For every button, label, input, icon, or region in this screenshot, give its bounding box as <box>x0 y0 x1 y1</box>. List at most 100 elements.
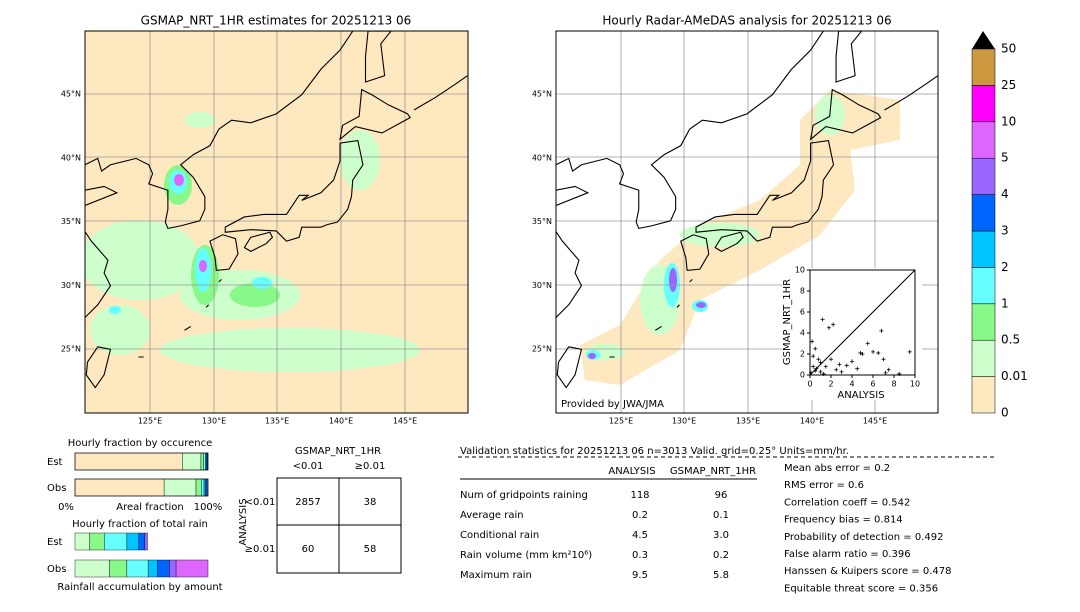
lon-label: 125°E <box>609 417 633 426</box>
point <box>829 357 833 362</box>
colorbar-label: 3 <box>1001 224 1009 238</box>
score: Probability of detection = 0.492 <box>784 532 943 543</box>
y-tick-label: 4 <box>800 329 805 338</box>
row-label: Conditional rain <box>460 530 539 541</box>
validation-header: Validation statistics for 20251213 06 n=… <box>460 446 849 457</box>
point <box>865 341 870 346</box>
bar-segment <box>89 532 105 551</box>
colorbar-label: 2 <box>1001 260 1009 274</box>
title: GSMAP_NRT_1HR estimates for 20251213 06 <box>141 14 412 28</box>
y-tick-label: 6 <box>800 308 805 317</box>
point <box>809 370 814 375</box>
point <box>886 367 891 372</box>
cell: 118 <box>630 490 649 501</box>
bar-segment <box>163 478 197 497</box>
cell: 0.1 <box>713 510 729 521</box>
y-axis-label: GSMAP_NRT_1HR <box>782 279 793 365</box>
map-frame <box>84 30 469 414</box>
row-title: ANALYSIS <box>238 498 249 545</box>
bar-segment <box>126 532 140 551</box>
cell: 4.5 <box>632 530 648 541</box>
colorbar-segment <box>971 230 996 268</box>
bar-segment <box>200 452 204 471</box>
lat-label: 25°N <box>61 345 81 354</box>
colorbar-segment <box>971 267 996 305</box>
colorbar-label: 1 <box>1001 296 1009 310</box>
map-frame <box>555 30 939 414</box>
credit: Provided by JWA/JMA <box>561 399 664 410</box>
table-title: GSMAP_NRT_1HR <box>295 446 381 457</box>
cell: 58 <box>364 544 377 555</box>
point <box>821 371 826 376</box>
lon-label: 135°E <box>265 417 289 426</box>
axis-label: 100% <box>194 502 223 513</box>
y-tick-label: 10 <box>795 266 805 275</box>
table-grid <box>276 477 402 574</box>
x-tick-label: 10 <box>910 380 920 389</box>
point <box>834 367 839 372</box>
y-tick-label: 0 <box>800 371 805 380</box>
chart-title: Hourly fraction of total rain <box>72 519 208 530</box>
bar-segment <box>182 452 202 471</box>
colorbar-segment <box>971 339 996 377</box>
point <box>876 350 881 355</box>
bar-segment <box>203 452 206 471</box>
col-header: ANALYSIS <box>608 466 655 477</box>
colorbar-segment <box>971 303 996 341</box>
colorbar-segment <box>971 48 996 86</box>
bar-segment <box>138 532 146 551</box>
colorbar-segment <box>971 376 996 414</box>
score: Mean abs error = 0.2 <box>784 463 890 474</box>
lon-label: 145°E <box>393 417 417 426</box>
cell: 5.8 <box>713 570 729 581</box>
point <box>883 370 888 375</box>
point <box>907 349 912 354</box>
point <box>855 366 860 371</box>
point <box>879 328 884 333</box>
lon-label: 140°E <box>800 417 824 426</box>
colorbar-segment <box>971 85 996 123</box>
score: Correlation coeff = 0.542 <box>784 497 910 508</box>
point <box>811 364 816 369</box>
axis-label: Areal fraction <box>116 502 183 513</box>
row-label: Obs <box>47 483 66 494</box>
col-header: GSMAP_NRT_1HR <box>670 466 756 477</box>
point <box>818 360 823 365</box>
x-axis-label: ANALYSIS <box>837 390 884 401</box>
score: RMS error = 0.6 <box>784 480 864 491</box>
colorbar-label: 50 <box>1001 42 1016 56</box>
chart-title: Hourly fraction by occurence <box>68 438 212 449</box>
row-label: Num of gridpoints raining <box>460 490 588 501</box>
cell: 0.2 <box>713 550 729 561</box>
col-header: ≥0.01 <box>355 461 386 472</box>
colorbar-segment <box>971 121 996 159</box>
row-label: Est <box>47 457 63 468</box>
lat-label: 35°N <box>61 217 81 226</box>
lon-label: 130°E <box>202 417 226 426</box>
colorbar-label: 4 <box>1001 187 1009 201</box>
colorbar-label: 0 <box>1001 406 1009 420</box>
point <box>820 317 825 322</box>
bar-segment <box>74 532 90 551</box>
point <box>814 366 819 371</box>
point <box>858 350 863 355</box>
bar-frame <box>74 478 209 497</box>
lat-label: 35°N <box>532 217 552 226</box>
cell: 3.0 <box>713 530 729 541</box>
cell: 9.5 <box>632 570 648 581</box>
lat-label: 25°N <box>532 345 552 354</box>
bar-segment <box>126 559 149 578</box>
point <box>897 371 902 376</box>
colorbar-label: 0.5 <box>1001 333 1020 347</box>
point <box>813 346 818 351</box>
cell: 38 <box>364 497 377 508</box>
chart-footer: Rainfall accumulation by amount <box>57 582 222 593</box>
axis-label: 0% <box>58 502 74 513</box>
x-tick-label: 6 <box>870 380 875 389</box>
point <box>813 368 818 373</box>
row-header: ≥0.01 <box>245 544 276 555</box>
point <box>837 362 842 367</box>
x-tick-label: 8 <box>891 380 896 389</box>
cell: 60 <box>302 544 315 555</box>
point <box>823 364 828 369</box>
